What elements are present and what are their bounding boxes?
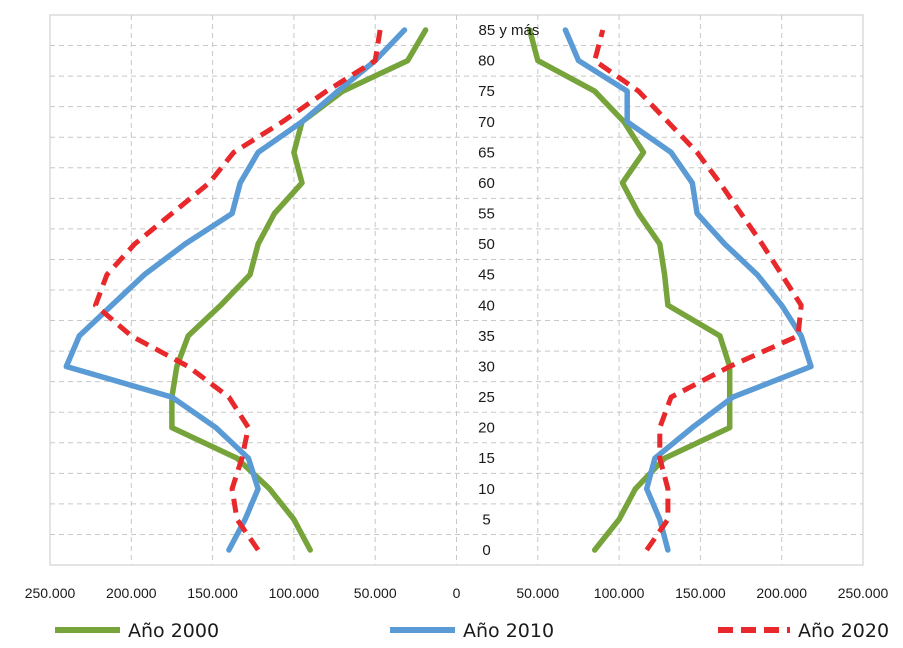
legend-label: Año 2000 bbox=[128, 620, 219, 642]
x-tick-label: 0 bbox=[453, 585, 461, 601]
x-tick-label: 250.000 bbox=[838, 585, 889, 601]
y-tick-label: 25 bbox=[478, 389, 495, 406]
y-tick-label: 50 bbox=[478, 236, 495, 253]
y-tick-label: 10 bbox=[478, 481, 495, 498]
y-tick-label: 55 bbox=[478, 206, 495, 223]
x-tick-label: 150.000 bbox=[675, 585, 726, 601]
series-line-año-2020-right bbox=[592, 29, 804, 552]
y-tick-label: 20 bbox=[478, 420, 495, 437]
x-tick-label: 50.000 bbox=[354, 585, 397, 601]
x-tick-label: 100.000 bbox=[269, 585, 320, 601]
series-lines bbox=[63, 27, 814, 553]
x-tick-label: 200.000 bbox=[106, 585, 157, 601]
grid bbox=[49, 14, 864, 566]
legend-label: Año 2020 bbox=[798, 620, 889, 642]
y-tick-label: 75 bbox=[478, 83, 495, 100]
x-tick-label: 150.000 bbox=[187, 585, 238, 601]
y-tick-label: 30 bbox=[478, 358, 495, 375]
y-tick-labels: 0 5 10 15 20 25 30 35 40 45 50 55 60 65 70 75 80 85 y más bbox=[478, 22, 539, 559]
series-line-año-2010-left bbox=[63, 27, 408, 553]
y-tick-label: 80 bbox=[478, 53, 495, 70]
y-tick-label: 65 bbox=[478, 144, 495, 161]
legend-label: Año 2010 bbox=[463, 620, 554, 642]
y-tick-label: 45 bbox=[478, 267, 495, 284]
x-tick-labels: 250.000 200.000 150.000 100.000 50.000 0 50.00… bbox=[25, 585, 889, 601]
y-tick-label: 35 bbox=[478, 328, 495, 345]
x-tick-label: 100.000 bbox=[594, 585, 645, 601]
x-tick-label: 50.000 bbox=[516, 585, 559, 601]
x-tick-label: 200.000 bbox=[756, 585, 807, 601]
y-tick-label: 60 bbox=[478, 175, 495, 192]
y-tick-label: 85 y más bbox=[479, 22, 540, 39]
y-tick-label: 5 bbox=[482, 511, 490, 528]
series-line-año-2010-right bbox=[562, 27, 814, 553]
legend: Año 2000 Año 2010 Año 2020 bbox=[55, 620, 889, 642]
y-tick-label: 70 bbox=[478, 114, 495, 131]
y-tick-label: 15 bbox=[478, 450, 495, 467]
x-tick-label: 250.000 bbox=[25, 585, 76, 601]
series-line-año-2020-left bbox=[93, 29, 383, 552]
y-tick-label: 40 bbox=[478, 297, 495, 314]
y-tick-label: 0 bbox=[482, 542, 490, 559]
